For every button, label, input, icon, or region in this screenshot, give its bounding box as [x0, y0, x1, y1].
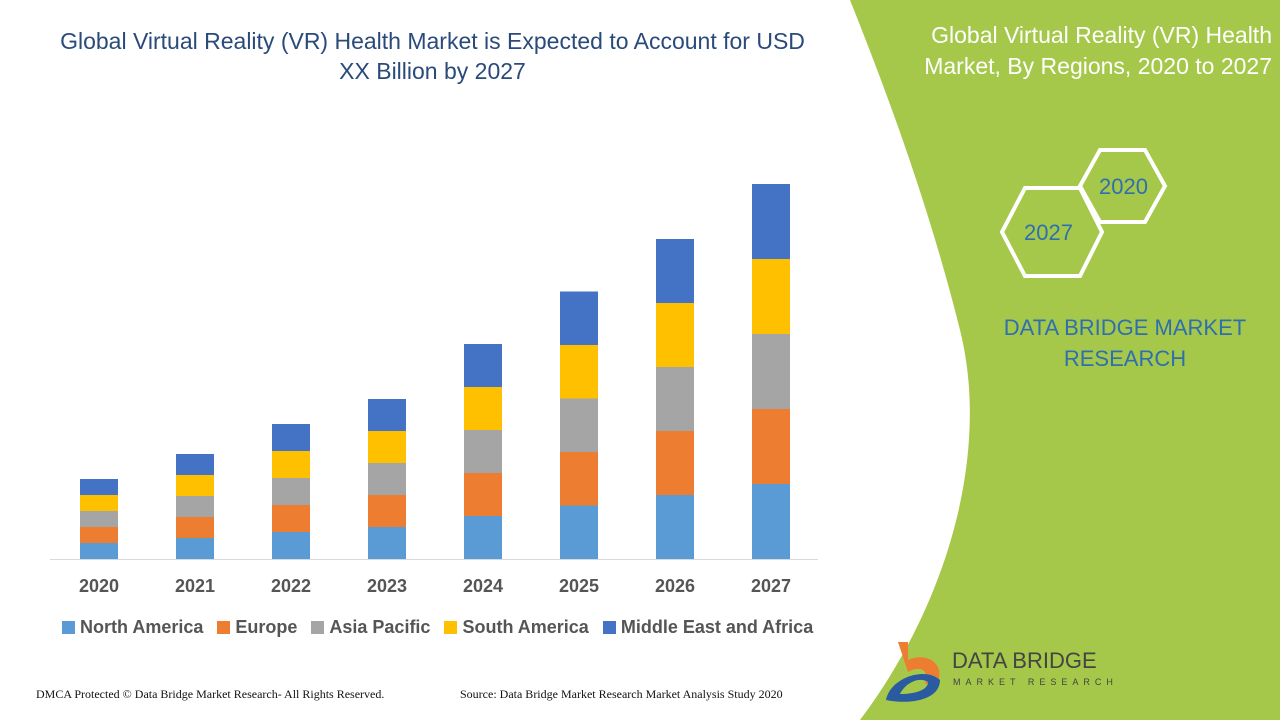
legend-swatch	[62, 621, 75, 634]
dmca-notice: DMCA Protected © Data Bridge Market Rese…	[36, 687, 385, 701]
side-title: Global Virtual Reality (VR) Health Marke…	[924, 22, 1272, 79]
bar-2021-middle-east-and-africa	[176, 454, 214, 475]
bar-2025-asia-pacific	[560, 398, 598, 452]
bar-2021-north-america	[176, 538, 214, 559]
bar-2025-middle-east-and-africa	[560, 291, 598, 345]
legend-label: South America	[462, 617, 589, 637]
x-tick-label: 2024	[463, 576, 503, 596]
bar-2022-asia-pacific	[272, 478, 310, 505]
bar-2024-north-america	[464, 516, 502, 559]
bar-2024-middle-east-and-africa	[464, 344, 502, 387]
bar-2026-south-america	[656, 303, 694, 367]
hex-label-2027: 2027	[1024, 220, 1073, 245]
x-tick-label: 2021	[175, 576, 215, 596]
bar-2024-asia-pacific	[464, 430, 502, 473]
x-tick-label: 2022	[271, 576, 311, 596]
bar-2022-middle-east-and-africa	[272, 424, 310, 451]
bar-2024-europe	[464, 473, 502, 516]
bar-2023-middle-east-and-africa	[368, 399, 406, 431]
legend-swatch	[311, 621, 325, 634]
bar-2025-north-america	[560, 505, 598, 559]
source-note: Source: Data Bridge Market Research Mark…	[460, 687, 783, 701]
x-tick-label: 2027	[751, 576, 791, 596]
bar-2022-europe	[272, 505, 310, 532]
brand-text: DATA BRIDGE MARKET RESEARCH	[1003, 315, 1247, 371]
bar-2023-europe	[368, 495, 406, 527]
bar-2025-south-america	[560, 345, 598, 399]
hex-label-2020: 2020	[1099, 174, 1148, 199]
bar-2025-europe	[560, 452, 598, 506]
x-tick-label: 2026	[655, 576, 695, 596]
bar-2020-europe	[80, 527, 118, 543]
stacked-bar-chart: 2020 2021 2022 2023 2024 2025 2026 2027	[50, 184, 818, 596]
bar-2021-europe	[176, 517, 214, 538]
bar-2027-north-america	[752, 484, 790, 559]
bar-2024-south-america	[464, 387, 502, 430]
bar-2027-south-america	[752, 259, 790, 334]
legend-swatch	[444, 621, 458, 634]
bar-2026-middle-east-and-africa	[656, 239, 694, 303]
legend-item: North America	[62, 617, 203, 638]
bar-2027-asia-pacific	[752, 334, 790, 409]
legend: North America Europe Asia Pacific South Ame…	[62, 617, 813, 638]
x-tick-label: 2023	[367, 576, 407, 596]
bar-2023-north-america	[368, 527, 406, 559]
legend-item: Asia Pacific	[311, 617, 430, 638]
bar-2020-north-america	[80, 543, 118, 559]
bar-2020-middle-east-and-africa	[80, 479, 118, 495]
bar-2027-middle-east-and-africa	[752, 184, 790, 259]
logo-icon	[886, 642, 940, 702]
legend-label: Middle East and Africa	[620, 617, 814, 637]
bar-2022-south-america	[272, 451, 310, 478]
bar-2023-south-america	[368, 431, 406, 463]
legend-item: Middle East and Africa	[602, 617, 814, 638]
chart-title: Global Virtual Reality (VR) Health Marke…	[60, 28, 805, 84]
hexagon-2027	[999, 186, 1105, 278]
green-panel	[850, 0, 1280, 720]
bar-2021-south-america	[176, 475, 214, 496]
bar-2022-north-america	[272, 532, 310, 559]
logo-subtitle: MARKET RESEARCH	[953, 677, 1118, 687]
bar-2027-europe	[752, 409, 790, 484]
legend-label: North America	[80, 617, 204, 637]
bar-2026-asia-pacific	[656, 367, 694, 431]
bar-2020-asia-pacific	[80, 511, 118, 527]
legend-label: Europe	[235, 617, 298, 637]
legend-swatch	[602, 621, 616, 634]
bar-2021-asia-pacific	[176, 496, 214, 517]
bar-2026-north-america	[656, 495, 694, 559]
legend-item: Europe	[217, 617, 297, 638]
bar-2026-europe	[656, 431, 694, 495]
legend-item: South America	[444, 617, 589, 638]
x-tick-label: 2020	[79, 576, 119, 596]
legend-swatch	[217, 621, 231, 634]
bar-2020-south-america	[80, 495, 118, 511]
bar-2023-asia-pacific	[368, 463, 406, 495]
legend-label: Asia Pacific	[329, 617, 431, 637]
logo-title: DATA BRIDGE	[952, 648, 1097, 673]
x-tick-label: 2025	[559, 576, 599, 596]
